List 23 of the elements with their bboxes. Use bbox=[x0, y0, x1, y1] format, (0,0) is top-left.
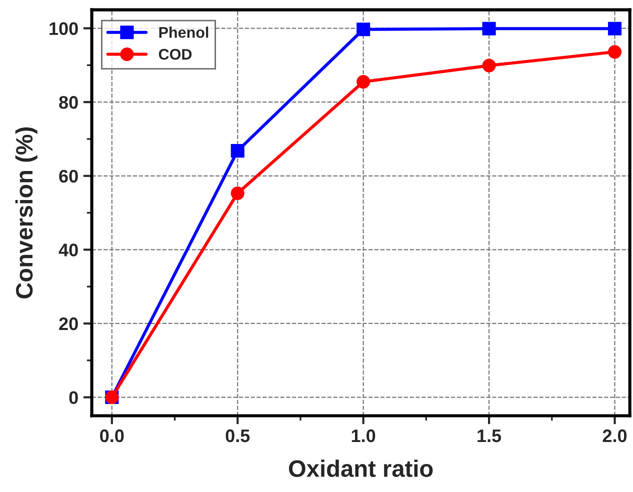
point bbox=[482, 58, 496, 72]
point bbox=[230, 186, 244, 200]
point bbox=[608, 22, 622, 36]
y-tick-label: 80 bbox=[59, 96, 78, 109]
y-tick-label: 40 bbox=[58, 244, 78, 256]
x-tick-label: 1.5 bbox=[478, 430, 502, 442]
legend-label: Phenol bbox=[159, 26, 208, 38]
legend-label: COD bbox=[158, 48, 192, 60]
point bbox=[482, 22, 496, 36]
y-tick-label: 100 bbox=[50, 22, 78, 36]
y-axis-title: Conversion (%) bbox=[15, 127, 38, 298]
x-tick-label: 1.0 bbox=[352, 429, 376, 442]
x-tick-label: 0.5 bbox=[226, 429, 250, 442]
x-axis-title: Oxidant ratio bbox=[288, 460, 433, 477]
y-tick-label: 0 bbox=[69, 391, 78, 404]
point bbox=[356, 75, 370, 89]
point bbox=[230, 144, 244, 158]
point bbox=[356, 22, 370, 36]
x-tick-label: 0.0 bbox=[100, 429, 124, 442]
y-tick-label: 60 bbox=[59, 170, 78, 183]
y-tick-label: 20 bbox=[59, 317, 78, 330]
point bbox=[608, 45, 622, 59]
x-tick-label: 2.0 bbox=[602, 429, 627, 442]
